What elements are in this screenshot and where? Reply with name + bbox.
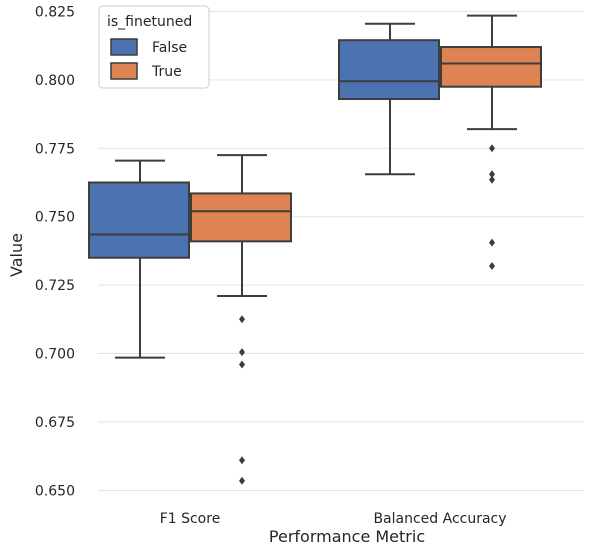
y-tick-label: 0.700 (35, 347, 75, 363)
outlier-point (239, 315, 245, 324)
box-false-f1-score (88, 159, 190, 359)
y-tick-label: 0.725 (35, 278, 75, 294)
box-iqr (88, 181, 190, 259)
outlier-point (489, 238, 495, 247)
box-iqr (338, 39, 440, 101)
legend-label-true: True (151, 64, 182, 80)
box-iqr (440, 46, 542, 88)
outlier-point (239, 456, 245, 465)
x-axis-label: Performance Metric (269, 527, 425, 546)
y-tick-label: 0.675 (35, 415, 75, 431)
legend-swatch-false (110, 38, 138, 56)
outlier-point (239, 360, 245, 369)
box-true-balanced-accuracy (440, 14, 542, 270)
outlier-point (489, 261, 495, 270)
box-false-balanced-accuracy (338, 22, 440, 176)
outlier-point (489, 175, 495, 184)
outlier-point (239, 348, 245, 357)
box-iqr (190, 192, 292, 243)
outlier-point (239, 476, 245, 485)
legend: is_finetuned False True (98, 5, 210, 89)
x-tick-label: Balanced Accuracy (373, 511, 506, 527)
x-tick-label: F1 Score (160, 511, 221, 527)
y-tick-label: 0.800 (35, 73, 75, 89)
x-tick-labels: F1 Score Balanced Accuracy (160, 511, 507, 527)
outlier-point (489, 170, 495, 179)
y-tick-label: 0.775 (35, 141, 75, 157)
box-true-f1-score (190, 154, 292, 485)
legend-title: is_finetuned (107, 14, 192, 30)
legend-label-false: False (152, 40, 187, 56)
y-tick-labels: 0.650 0.675 0.700 0.725 0.750 0.775 0.800 0.825 (35, 4, 75, 499)
y-tick-label: 0.825 (35, 4, 75, 20)
box-group (88, 14, 542, 485)
y-tick-label: 0.750 (35, 210, 75, 226)
y-axis-label: Value (7, 233, 26, 277)
legend-swatch-true (110, 62, 138, 80)
y-tick-label: 0.650 (35, 483, 75, 499)
outlier-point (489, 144, 495, 153)
